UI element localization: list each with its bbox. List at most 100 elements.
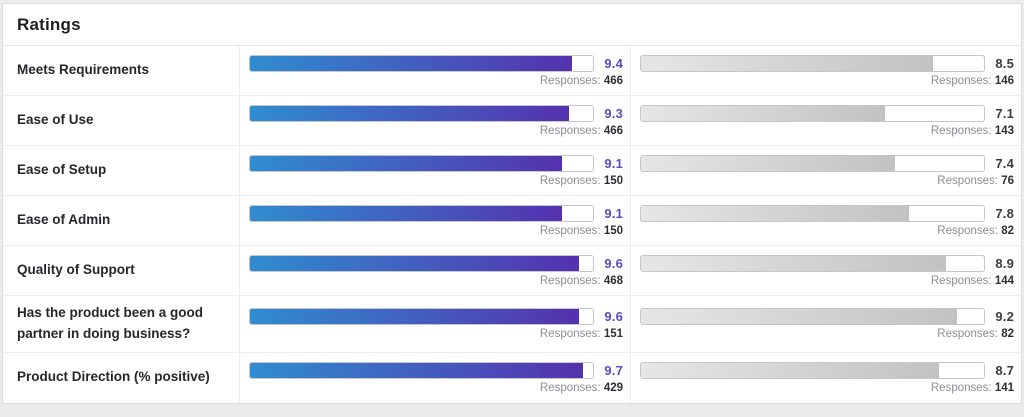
rating-category-text: Meets Requirements xyxy=(17,62,150,78)
responses-label: Responses: xyxy=(937,328,998,341)
responses-label: Responses: xyxy=(930,124,992,137)
primary-score-value: 9.6 xyxy=(604,255,623,271)
comparison-responses-count: 144 xyxy=(994,274,1014,287)
comparison-responses-count: 141 xyxy=(994,381,1014,394)
responses-label: Responses: xyxy=(930,381,992,394)
primary-score-value: 9.4 xyxy=(604,55,623,71)
rating-row: Meets Requirements 9.4 Responses: 466 8.… xyxy=(3,46,1021,96)
primary-bar-track xyxy=(249,308,594,326)
primary-responses: Responses: 151 xyxy=(249,328,623,342)
primary-responses-count: 468 xyxy=(603,274,623,287)
rating-category-label: Ease of Setup xyxy=(3,146,239,195)
rating-category-label: Meets Requirements xyxy=(3,46,239,95)
primary-rating-cell: 9.3 Responses: 466 xyxy=(239,96,630,145)
comparison-responses: Responses: 141 xyxy=(640,382,1014,396)
responses-label: Responses: xyxy=(539,74,601,87)
comparison-bar-fill xyxy=(641,205,909,221)
ratings-card: Ratings Meets Requirements 9.4 Responses… xyxy=(2,3,1022,404)
comparison-score-value: 8.5 xyxy=(995,55,1014,71)
comparison-responses: Responses: 82 xyxy=(640,225,1014,239)
rating-row: Ease of Admin 9.1 Responses: 150 7.8 xyxy=(3,196,1021,246)
comparison-rating-cell: 9.2 Responses: 82 xyxy=(630,296,1021,352)
responses-label: Responses: xyxy=(937,224,998,237)
rating-category-label: Quality of Support xyxy=(3,246,239,295)
primary-score-value: 9.6 xyxy=(604,309,623,325)
responses-label: Responses: xyxy=(539,274,601,287)
comparison-bar-fill xyxy=(641,55,933,71)
primary-bar-track xyxy=(249,54,594,72)
page-title: Ratings xyxy=(17,15,81,34)
primary-rating-cell: 9.1 Responses: 150 xyxy=(239,196,630,245)
comparison-bar-track xyxy=(640,254,985,272)
rating-row: Ease of Use 9.3 Responses: 466 7.1 xyxy=(3,96,1021,146)
comparison-rating-cell: 7.4 Responses: 76 xyxy=(630,146,1021,195)
primary-bar-fill xyxy=(250,362,583,378)
rating-category-label: Ease of Admin xyxy=(3,196,239,245)
rating-category-text: Quality of Support xyxy=(17,262,135,278)
primary-score-value: 9.1 xyxy=(604,205,623,221)
comparison-rating-cell: 7.8 Responses: 82 xyxy=(630,196,1021,245)
primary-responses: Responses: 466 xyxy=(249,125,623,139)
comparison-bar-track xyxy=(640,104,985,122)
rating-category-text: Has the product been a good partner in d… xyxy=(17,305,204,341)
rating-category-text: Ease of Admin xyxy=(17,212,111,228)
comparison-rating-cell: 7.1 Responses: 143 xyxy=(630,96,1021,145)
primary-bar-fill xyxy=(250,205,563,221)
primary-bar-fill xyxy=(250,309,580,325)
rating-category-text: Ease of Setup xyxy=(17,162,107,178)
primary-rating-cell: 9.6 Responses: 151 xyxy=(239,296,630,352)
comparison-responses-count: 76 xyxy=(1001,174,1014,187)
comparison-bar-fill xyxy=(641,105,885,121)
rating-category-text: Ease of Use xyxy=(17,112,94,128)
primary-responses: Responses: 468 xyxy=(249,275,623,289)
comparison-bar-track xyxy=(640,361,985,379)
primary-responses: Responses: 150 xyxy=(249,225,623,239)
primary-bar-fill xyxy=(250,155,563,171)
responses-label: Responses: xyxy=(930,274,992,287)
ratings-rows: Meets Requirements 9.4 Responses: 466 8.… xyxy=(3,46,1021,403)
primary-bar-track xyxy=(249,254,594,272)
ratings-header: Ratings xyxy=(3,4,1021,46)
primary-bar-fill xyxy=(250,55,573,71)
rating-category-label: Product Direction (% positive) xyxy=(3,353,239,403)
rating-category-label: Has the product been a good partner in d… xyxy=(3,296,239,352)
comparison-responses: Responses: 82 xyxy=(640,328,1014,342)
comparison-score-value: 7.1 xyxy=(995,105,1014,121)
primary-bar-fill xyxy=(250,105,569,121)
comparison-rating-cell: 8.9 Responses: 144 xyxy=(630,246,1021,295)
responses-label: Responses: xyxy=(539,328,601,341)
comparison-responses-count: 146 xyxy=(994,74,1014,87)
responses-label: Responses: xyxy=(930,74,992,87)
rating-category-text: Product Direction (% positive) xyxy=(17,369,210,385)
comparison-bar-track xyxy=(640,154,985,172)
comparison-score-value: 7.4 xyxy=(995,155,1014,171)
comparison-score-value: 8.9 xyxy=(995,255,1014,271)
rating-row: Ease of Setup 9.1 Responses: 150 7.4 xyxy=(3,146,1021,196)
primary-responses-count: 150 xyxy=(603,224,623,237)
primary-rating-cell: 9.4 Responses: 466 xyxy=(239,46,630,95)
primary-responses: Responses: 466 xyxy=(249,75,623,89)
primary-score-value: 9.3 xyxy=(604,105,623,121)
comparison-bar-fill xyxy=(641,362,940,378)
comparison-responses-count: 143 xyxy=(994,124,1014,137)
comparison-responses: Responses: 76 xyxy=(640,175,1014,189)
comparison-score-value: 7.8 xyxy=(995,205,1014,221)
rating-category-label: Ease of Use xyxy=(3,96,239,145)
primary-bar-track xyxy=(249,104,594,122)
responses-label: Responses: xyxy=(539,381,601,394)
primary-responses: Responses: 150 xyxy=(249,175,623,189)
comparison-responses-count: 82 xyxy=(1001,224,1014,237)
responses-label: Responses: xyxy=(937,174,998,187)
comparison-bar-fill xyxy=(641,255,947,271)
primary-responses-count: 429 xyxy=(603,381,623,394)
comparison-bar-fill xyxy=(641,155,895,171)
primary-bar-track xyxy=(249,361,594,379)
comparison-rating-cell: 8.5 Responses: 146 xyxy=(630,46,1021,95)
rating-row: Has the product been a good partner in d… xyxy=(3,296,1021,353)
responses-label: Responses: xyxy=(539,124,601,137)
primary-responses-count: 466 xyxy=(603,124,623,137)
comparison-rating-cell: 8.7 Responses: 141 xyxy=(630,352,1021,403)
responses-label: Responses: xyxy=(539,224,601,237)
comparison-responses: Responses: 143 xyxy=(640,125,1014,139)
comparison-bar-track xyxy=(640,308,985,326)
